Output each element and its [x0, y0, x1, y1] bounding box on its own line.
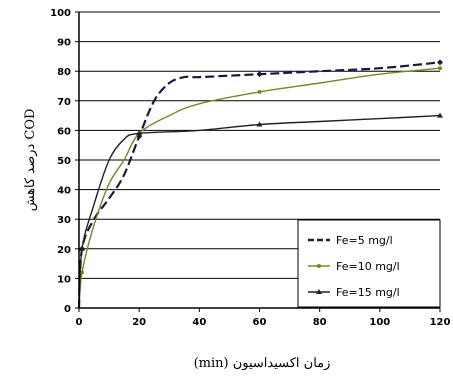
- legend-label-fe15: Fe=15 mg/l: [336, 286, 400, 299]
- data-point: [256, 71, 263, 78]
- y-tick-label: 10: [57, 274, 71, 285]
- x-tick-label: 40: [192, 317, 206, 328]
- series-line-0: [77, 61, 441, 309]
- x-tick-label: 20: [132, 317, 146, 328]
- data-point: [257, 89, 262, 94]
- legend-marker-fe15: [316, 289, 322, 294]
- y-tick-label: 60: [57, 126, 71, 137]
- legend-marker-fe10: [317, 264, 321, 268]
- data-point: [136, 130, 143, 136]
- y-tick-label: 90: [57, 38, 71, 49]
- y-tick-label: 50: [57, 156, 71, 167]
- data-point: [438, 66, 442, 71]
- data-point: [256, 121, 263, 127]
- legend-label-fe5: Fe=5 mg/l: [336, 234, 393, 247]
- series-group: [77, 59, 443, 309]
- y-tick-label: 30: [57, 215, 71, 226]
- x-axis-title: زمان اکسیداسیون (min): [194, 356, 331, 371]
- y-tick-label: 70: [57, 97, 71, 108]
- data-point: [80, 270, 85, 275]
- x-tick-label: 60: [253, 317, 267, 328]
- data-point: [437, 112, 443, 118]
- data-point: [79, 245, 86, 251]
- y-axis-title: COD درصد کاهش: [23, 109, 38, 212]
- x-tick-label: 0: [76, 317, 83, 328]
- legend: Fe=5 mg/l Fe=10 mg/l Fe=15 mg/l: [297, 219, 441, 308]
- x-tick-label: 80: [313, 317, 327, 328]
- series-line-1: [78, 67, 441, 309]
- x-tick-label: 100: [369, 317, 390, 328]
- y-tick-label: 40: [57, 186, 71, 197]
- x-tick-label: 120: [430, 317, 451, 328]
- data-point: [437, 59, 443, 66]
- legend-label-fe10: Fe=10 mg/l: [336, 260, 400, 273]
- y-tick-label: 0: [64, 304, 71, 315]
- y-tick-label: 100: [50, 8, 71, 19]
- y-tick-label: 20: [57, 245, 71, 256]
- y-tick-label: 80: [57, 67, 71, 78]
- x-tick-labels: 0 20 40 60 80 100 120: [76, 308, 451, 328]
- y-tick-labels: 0 10 20 30 40 50 60 70 80 90 100: [50, 8, 71, 315]
